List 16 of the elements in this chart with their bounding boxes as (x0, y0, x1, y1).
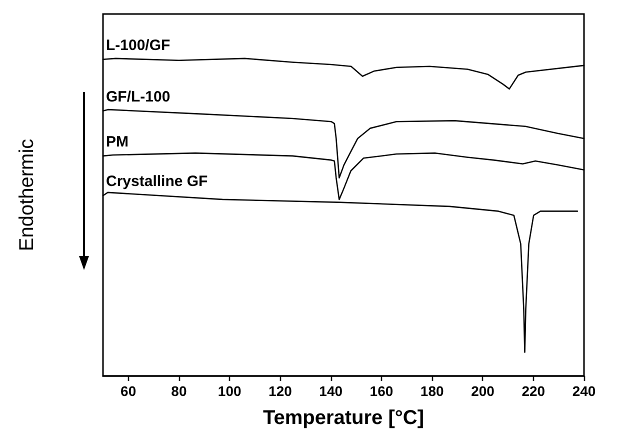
series-label: PM (106, 133, 128, 150)
series-label: GF/L-100 (106, 88, 170, 106)
x-tick-label: 60 (120, 383, 136, 399)
y-axis-title: Endothermic (16, 138, 38, 252)
x-tick-label: 200 (471, 383, 495, 399)
x-tick-label: 80 (171, 383, 187, 399)
x-tick-label: 160 (370, 383, 394, 399)
x-tick-label: 220 (522, 383, 546, 399)
x-tick-label: 240 (572, 383, 596, 399)
x-tick-label: 180 (420, 383, 444, 399)
x-axis-title: Temperature [°C] (263, 407, 424, 429)
series-label: L-100/GF (106, 36, 170, 54)
x-tick-label: 140 (319, 383, 343, 399)
x-tick-label: 120 (268, 383, 292, 399)
x-tick-label: 100 (218, 383, 242, 399)
series-label: Crystalline GF (106, 173, 208, 190)
